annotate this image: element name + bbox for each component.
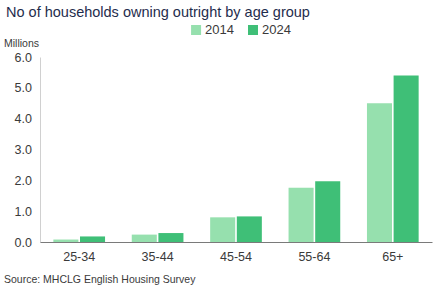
bars <box>53 76 418 243</box>
x-tick-label: 25-34 <box>63 250 95 264</box>
y-tick-label: 2.0 <box>15 174 32 188</box>
x-tick-label: 45-54 <box>220 250 252 264</box>
bar <box>210 217 235 242</box>
series <box>53 103 392 242</box>
y-tick: 6.0 <box>15 51 40 65</box>
x-tick: 35-44 <box>142 242 174 264</box>
bar <box>132 235 157 242</box>
bar <box>80 236 105 242</box>
x-tick-label: 65+ <box>382 250 403 264</box>
legend-label: 2024 <box>262 22 291 37</box>
bar <box>315 181 340 242</box>
x-axis-line <box>41 242 433 243</box>
x-tick: 45-54 <box>220 242 252 264</box>
legend-swatch <box>248 25 258 35</box>
bar <box>53 240 78 242</box>
x-tick: 65+ <box>382 242 403 264</box>
title: No of households owning outright by age … <box>6 4 310 20</box>
y-tick: 3.0 <box>15 143 40 157</box>
legend: 2014 2024 <box>191 22 291 37</box>
bar <box>289 188 314 242</box>
legend-item: 2024 <box>248 22 291 37</box>
bar <box>237 216 262 242</box>
source: Source: MHCLG English Housing Survey <box>4 273 196 285</box>
series <box>80 76 419 243</box>
x-tick-label: 35-44 <box>142 250 174 264</box>
y-tick: 2.0 <box>15 174 40 188</box>
y-tick-label: 1.0 <box>15 205 32 219</box>
y-axis: 0.0 1.0 2.0 3.0 4.0 5.0 6.0 <box>15 51 41 250</box>
y-tick-label: 3.0 <box>15 143 32 157</box>
legend-label: 2014 <box>205 22 234 37</box>
x-tick-label: 55-64 <box>298 250 330 264</box>
y-axis-line <box>40 58 41 243</box>
bar <box>394 76 419 243</box>
bar <box>158 233 183 242</box>
y-tick-label: 4.0 <box>15 112 32 126</box>
y-tick-label: 0.0 <box>15 236 32 250</box>
y-tick: 0.0 <box>15 236 40 250</box>
x-axis: 25-34 35-44 45-54 55-64 65+ <box>41 242 433 264</box>
y-tick-label: 5.0 <box>15 81 32 95</box>
chart: No of households owning outright by age … <box>0 0 442 289</box>
plot: 0.0 1.0 2.0 3.0 4.0 5.0 6.0 25-34 35-44 45-54 55-6… <box>15 51 433 264</box>
bar <box>367 103 392 242</box>
y-tick: 4.0 <box>15 112 40 126</box>
legend-item: 2014 <box>191 22 234 37</box>
legend-swatch <box>191 25 201 35</box>
x-tick: 55-64 <box>298 242 330 264</box>
x-tick: 25-34 <box>63 242 95 264</box>
y-tick: 5.0 <box>15 81 40 95</box>
y-tick: 1.0 <box>15 205 40 219</box>
y-tick-label: 6.0 <box>15 51 32 65</box>
y-axis-label: Millions <box>4 37 39 49</box>
